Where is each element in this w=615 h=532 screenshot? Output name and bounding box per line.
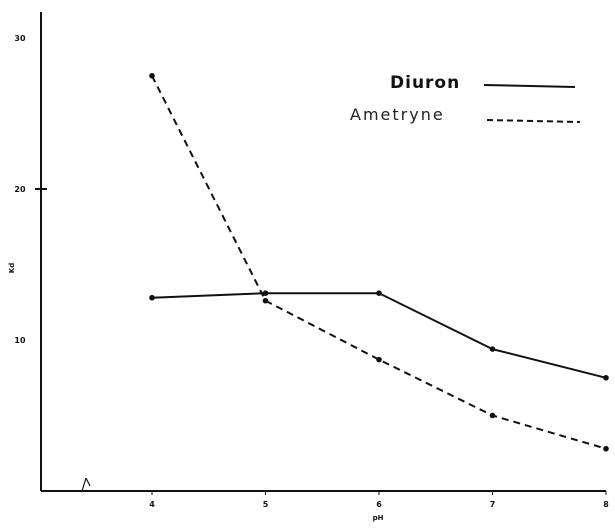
legend-label-diuron: Diuron [390,73,460,93]
x-axis-title: pH [373,514,384,522]
x-tick-label-6: 6 [376,500,382,509]
data-point-diuron-ph8 [603,374,609,381]
data-point-diuron-ph5 [262,290,269,296]
x-tick-label-4: 4 [149,500,155,509]
y-tick-label-30: 30 [14,34,26,43]
series-line-diuron [151,292,607,379]
data-point-diuron-ph7 [489,346,496,352]
data-point-diuron-ph4 [149,294,155,301]
y-tick-label-10: 10 [14,336,26,345]
axes [35,12,606,492]
data-point-ametryne-ph4 [149,72,155,79]
data-point-ametryne-ph8 [603,445,609,452]
axis-corner-mark [81,477,91,492]
legend-line-ametryne [486,119,581,123]
y-axis-title: Kd [8,263,16,273]
series-line-ametryne [151,75,607,450]
x-tick-label-5: 5 [263,500,269,509]
x-tick-label-8: 8 [603,500,609,509]
data-point-diuron-ph6 [376,290,382,296]
data-point-ametryne-ph7 [489,412,496,419]
legend: Diuron Ametryne [350,73,581,124]
x-tick-label-7: 7 [490,500,496,509]
data-point-ametryne-ph5 [262,297,269,304]
y-tick-label-20: 20 [14,185,26,194]
series-layer [149,72,609,452]
legend-line-diuron [483,84,576,88]
legend-label-ametryne: Ametryne [350,105,445,124]
ticks: 4 5 6 7 8 10 20 30 [14,34,609,509]
data-point-ametryne-ph6 [376,356,382,363]
